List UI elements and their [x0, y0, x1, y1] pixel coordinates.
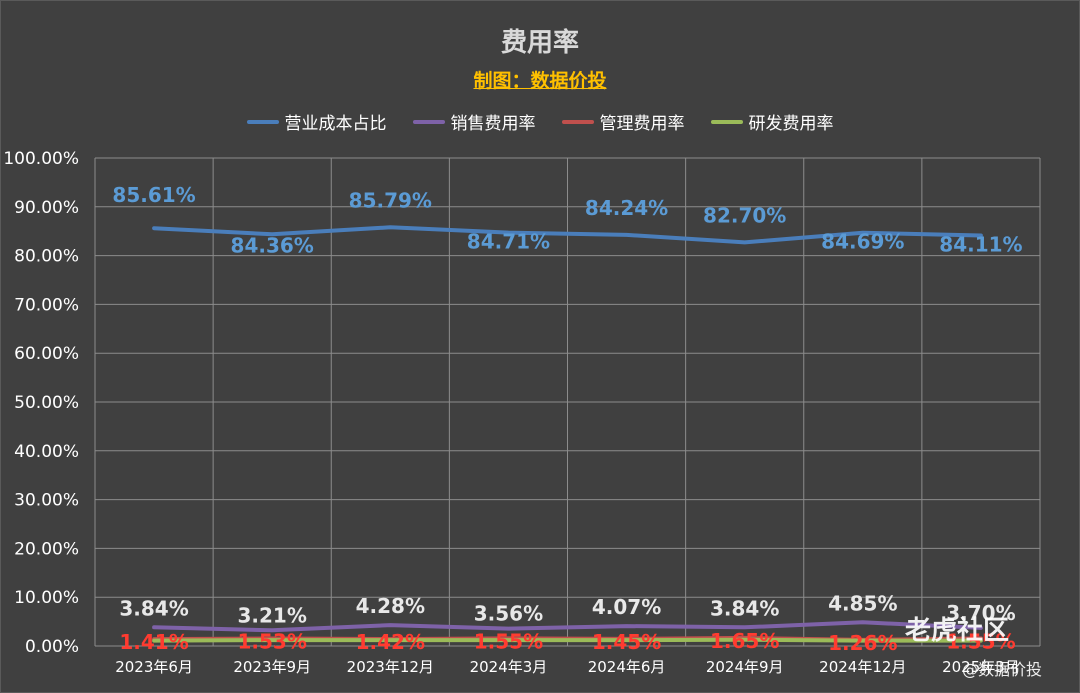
- y-tick-label: 0.00%: [25, 637, 79, 657]
- y-tick-label: 100.00%: [3, 149, 79, 169]
- legend-item-cost: 营业成本占比: [246, 109, 387, 134]
- chart-subtitle-text: 制图：数据价投: [473, 70, 607, 92]
- series-line-0: [152, 225, 983, 245]
- watermark-logo: 老虎社区: [905, 610, 1009, 647]
- x-tick-label: 2023年9月: [233, 658, 311, 676]
- data-label: 1.45%: [592, 630, 661, 654]
- data-label: 85.61%: [112, 183, 195, 207]
- x-tick-label: 2024年12月: [819, 658, 906, 676]
- legend-item-sales: 销售费用率: [412, 109, 536, 134]
- y-tick-label: 50.00%: [14, 393, 79, 413]
- legend: 营业成本占比 销售费用率 管理费用率 研发费用率: [0, 109, 1080, 134]
- data-label: 1.42%: [356, 630, 425, 654]
- data-label: 1.41%: [119, 630, 188, 654]
- legend-label-admin: 管理费用率: [599, 114, 685, 134]
- data-label: 4.07%: [592, 595, 661, 619]
- series-line-3: [152, 637, 983, 643]
- watermark-author: @数据价投: [962, 660, 1043, 679]
- x-tick-label: 2023年6月: [115, 658, 193, 676]
- series-line-1: [152, 620, 983, 633]
- y-tick-label: 40.00%: [14, 442, 79, 462]
- data-label: 4.85%: [828, 591, 897, 615]
- legend-label-cost: 营业成本占比: [284, 114, 387, 134]
- y-tick-label: 60.00%: [14, 344, 79, 364]
- data-label: 3.21%: [237, 603, 306, 627]
- y-tick-label: 80.00%: [14, 247, 79, 267]
- chart-title: 费用率: [500, 28, 579, 58]
- legend-label-rnd: 研发费用率: [748, 114, 834, 134]
- x-tick-label: 2025年3月: [942, 658, 1020, 676]
- x-tick-label: 2023年12月: [347, 658, 434, 676]
- data-label: 3.56%: [474, 602, 543, 626]
- x-tick-label: 2024年9月: [706, 658, 784, 676]
- x-tick-label: 2024年3月: [470, 658, 548, 676]
- legend-label-sales: 销售费用率: [450, 114, 536, 134]
- legend-item-rnd: 研发费用率: [710, 109, 834, 134]
- y-tick-label: 70.00%: [14, 295, 79, 315]
- data-label: 1.53%: [237, 630, 306, 654]
- data-label: 3.84%: [710, 596, 779, 620]
- watermark-text: 老虎社区: [905, 616, 1010, 646]
- data-label: 1.55%: [946, 629, 1015, 653]
- data-label: 4.28%: [356, 594, 425, 618]
- data-label: 84.36%: [231, 233, 314, 257]
- chart-subtitle: 制图：数据价投: [0, 66, 1080, 93]
- data-label: 84.11%: [939, 233, 1022, 257]
- data-label: 3.84%: [119, 596, 188, 620]
- data-label: 85.79%: [349, 188, 432, 212]
- data-label: 84.69%: [821, 230, 904, 254]
- data-label: 1.26%: [828, 631, 897, 655]
- data-label: 1.65%: [710, 629, 779, 653]
- legend-swatch-admin: [561, 119, 594, 124]
- legend-swatch-rnd: [710, 119, 743, 124]
- data-label: 3.70%: [946, 601, 1015, 625]
- data-label: 84.24%: [585, 196, 668, 220]
- data-label: 82.70%: [703, 203, 786, 227]
- legend-item-admin: 管理费用率: [561, 109, 685, 134]
- y-tick-label: 90.00%: [14, 198, 79, 218]
- legend-swatch-sales: [412, 119, 445, 124]
- y-tick-label: 30.00%: [14, 491, 79, 511]
- data-label: 1.55%: [474, 629, 543, 653]
- y-tick-label: 10.00%: [14, 588, 79, 608]
- data-label: 84.71%: [467, 230, 550, 254]
- x-tick-label: 2024年6月: [588, 658, 666, 676]
- legend-swatch-cost: [246, 119, 279, 124]
- y-tick-label: 20.00%: [14, 539, 79, 559]
